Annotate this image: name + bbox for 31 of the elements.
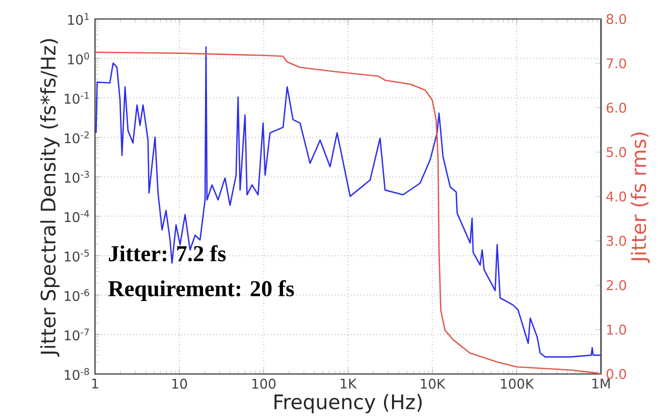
y-tick-label: 10$^{-1}$ — [64, 92, 89, 104]
y-axis-title: Jitter Spectral Density (fs*fs/Hz) — [40, 39, 60, 357]
y-tick-label: 10$^{-4}$ — [64, 210, 90, 222]
y-tick-label: 10$^{1}$ — [68, 13, 89, 25]
x-tick-label: 100 — [252, 378, 276, 389]
x-tick-label: 100K — [501, 378, 534, 389]
y-tick-label: 10$^{-8}$ — [64, 368, 89, 380]
y2-tick-label: 5.0 — [606, 147, 626, 158]
y2-tick-label: 1.0 — [607, 324, 626, 335]
y-tick-label: 10$^{-2}$ — [64, 131, 89, 144]
y2-tick-label: 8.0 — [606, 14, 626, 24]
x-tick-label: 1 — [92, 378, 98, 388]
y-tick-label: 10$^{-6}$ — [64, 289, 90, 302]
annotation: Requirement: 20 fs — [108, 280, 294, 301]
x-axis-title: Frequency (Hz) — [274, 394, 422, 414]
y-tick-label: 10$^{-7}$ — [64, 328, 89, 340]
annotation: Jitter: 7.2 fs — [108, 245, 226, 262]
x-tick-label: 10K — [420, 378, 446, 389]
y2-tick-label: 6.0 — [606, 102, 626, 113]
x-tick-label: 1K — [340, 378, 357, 388]
y2-tick-label: 3.0 — [606, 236, 626, 246]
y2-tick-label: 4.0 — [606, 191, 626, 202]
y2-tick-label: 7.0 — [606, 58, 626, 68]
x-tick-label: 10 — [172, 378, 187, 389]
y-tick-label: 10$^{-5}$ — [64, 250, 89, 262]
y2-tick-label: 0.0 — [606, 368, 626, 380]
y-tick-label: 10$^{0}$ — [68, 52, 90, 64]
y2-axis-title: Jitter (fs rms) — [630, 132, 650, 264]
x-tick-label: 1M — [592, 378, 610, 388]
y-tick-label: 10$^{-3}$ — [64, 170, 89, 183]
y2-tick-label: 2.0 — [606, 280, 626, 290]
